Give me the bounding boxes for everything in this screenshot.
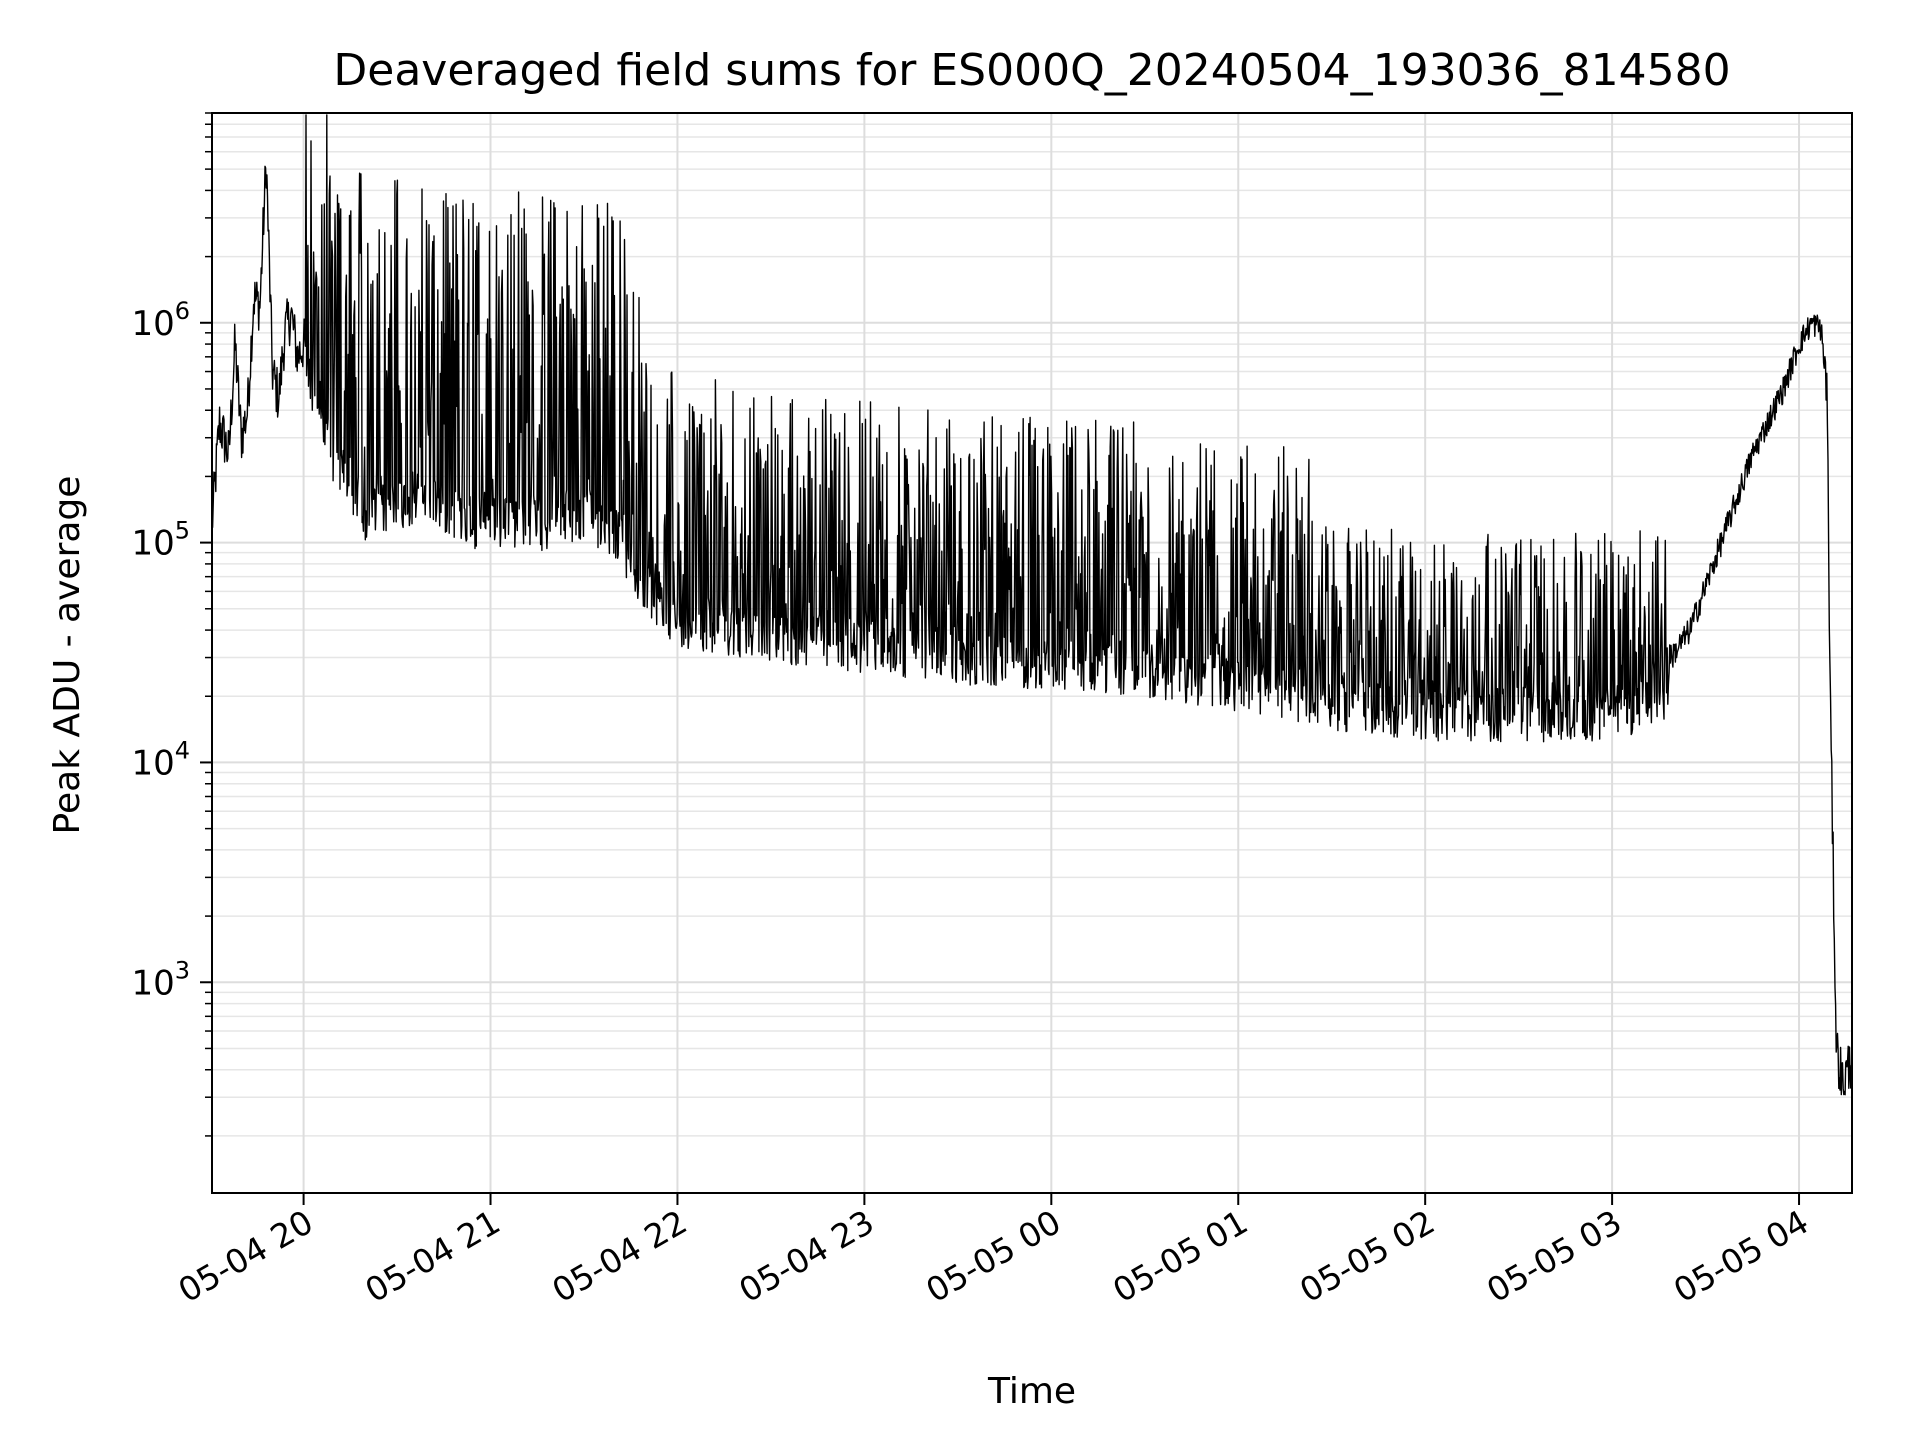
y-tick-label: 103 bbox=[131, 956, 190, 1003]
y-axis-label: Peak ADU - average bbox=[47, 476, 88, 835]
y-tick-label: 104 bbox=[131, 736, 190, 783]
y-tick-label: 105 bbox=[131, 517, 190, 564]
series-line bbox=[211, 114, 1853, 1096]
x-axis-label: Time bbox=[987, 1371, 1076, 1412]
y-tick-label: 106 bbox=[131, 297, 190, 344]
axis-ticks bbox=[200, 112, 1801, 1205]
plot-frame bbox=[211, 112, 1853, 1194]
chart-title: Deaveraged field sums for ES000Q_2024050… bbox=[333, 45, 1730, 96]
major-gridlines bbox=[212, 113, 1852, 1193]
y-tick-labels: 103 104 105 106 bbox=[131, 297, 190, 1003]
